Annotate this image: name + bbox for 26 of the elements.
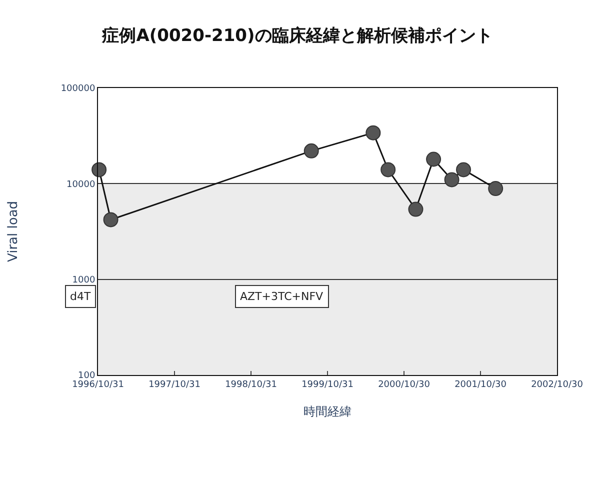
point [380,162,396,178]
y-tick-label: 100000 [60,84,96,94]
y-axis-title: Viral load [6,200,21,262]
point [366,125,381,140]
point [304,143,319,158]
point [426,152,442,167]
point [444,172,460,188]
x-tick-label: 1997/10/31 [148,380,200,390]
x-tick-label: 1998/10/31 [225,380,277,390]
text: d4T [70,290,91,303]
x-tick-label: 2002/10/30 [531,380,584,390]
point [92,162,107,178]
x-tick-label: 2000/10/30 [378,380,430,390]
point [456,162,472,178]
x-tick-label: 2001/10/30 [454,380,507,390]
point [488,181,504,196]
x-tick-label: 1999/10/31 [302,380,354,390]
annotation: AZT+3TC+NFV [240,290,324,303]
point [103,212,118,228]
x-axis-title: 時間経緯 [304,404,352,419]
y-tick-label: 10000 [66,180,96,190]
y-tick-label: 1000 [72,275,96,286]
y-tick-label: 100 [78,371,96,382]
x-tick-label: 1996/10/31 [72,380,124,390]
point [408,202,424,217]
chart-title: 症例A(0020-210)の臨床経緯と解析候補ポイント [101,26,493,46]
